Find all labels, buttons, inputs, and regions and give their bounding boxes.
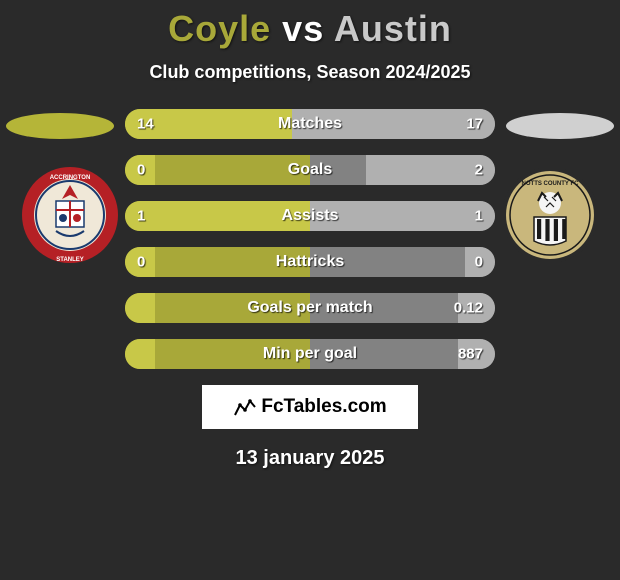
stat-label: Matches [278,115,342,133]
stat-value-right: 17 [466,116,483,133]
right-player-marker [506,113,614,139]
left-club-badge: ACCRINGTON STANLEY [20,165,120,265]
stat-label: Min per goal [263,345,357,363]
stat-value-right: 2 [475,162,483,179]
comparison-content: ACCRINGTON STANLEY NOTTS COUNTY FC 14 17 M… [0,109,620,369]
stat-value-right: 0.12 [454,300,483,317]
svg-text:NOTTS COUNTY FC: NOTTS COUNTY FC [522,181,580,187]
player2-name: Austin [334,8,452,49]
chart-icon [233,395,257,419]
stat-row: 0 2 Goals [125,155,495,185]
branding-text: FcTables.com [261,396,386,418]
stat-value-left: 0 [137,254,145,271]
stat-value-right: 0 [475,254,483,271]
stat-value-left: 1 [137,208,145,225]
stat-row: 14 17 Matches [125,109,495,139]
svg-text:STANLEY: STANLEY [56,257,84,263]
stat-label: Hattricks [276,253,344,271]
left-player-marker [6,113,114,139]
subtitle: Club competitions, Season 2024/2025 [0,62,620,83]
stat-bars: 14 17 Matches 0 2 Goals 1 1 Assists 0 0 Hattricks 0.… [125,109,495,369]
stat-fill-left [125,293,155,323]
stat-fill-left [125,339,155,369]
accrington-badge-icon: ACCRINGTON STANLEY [20,165,120,265]
stat-row: 0.12 Goals per match [125,293,495,323]
notts-county-badge-icon: NOTTS COUNTY FC [500,165,600,265]
branding-box: FcTables.com [202,385,418,429]
stat-label: Goals per match [247,299,372,317]
stat-value-right: 1 [475,208,483,225]
player1-name: Coyle [168,8,271,49]
vs-text: vs [282,8,324,49]
stat-row: 0 0 Hattricks [125,247,495,277]
right-club-badge: NOTTS COUNTY FC [500,165,600,265]
stat-value-left: 0 [137,162,145,179]
stat-label: Assists [282,207,339,225]
svg-text:ACCRINGTON: ACCRINGTON [50,175,91,181]
stat-row: 887 Min per goal [125,339,495,369]
comparison-title: Coyle vs Austin [0,0,620,50]
stat-row: 1 1 Assists [125,201,495,231]
stat-value-left: 14 [137,116,154,133]
date-text: 13 january 2025 [0,447,620,470]
stat-label: Goals [288,161,332,179]
stat-value-right: 887 [458,346,483,363]
